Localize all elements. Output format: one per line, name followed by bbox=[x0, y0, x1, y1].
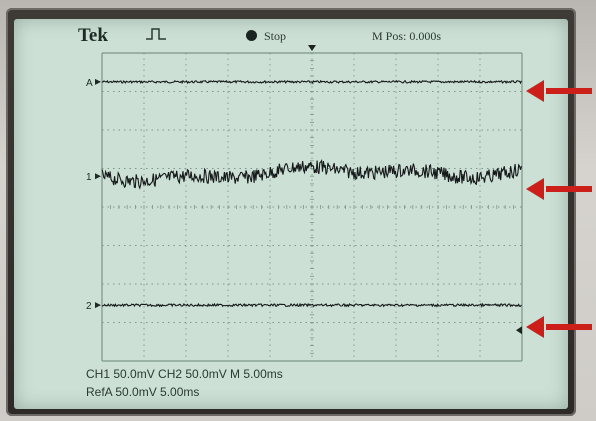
brand-logo: Tek bbox=[78, 25, 108, 46]
filled-circle-icon bbox=[246, 30, 257, 41]
run-state-indicator: Stop bbox=[246, 29, 286, 44]
pulse-trigger-icon bbox=[146, 27, 168, 45]
trigger-position-marker bbox=[308, 45, 316, 51]
ref-a-marker: A bbox=[86, 78, 93, 89]
channel-2-marker-arrow bbox=[95, 302, 101, 309]
red-arrow-pointer bbox=[526, 178, 592, 200]
reference-settings-readout: RefA 50.0mV 5.00ms bbox=[86, 385, 200, 399]
channel-settings-readout: CH1 50.0mV CH2 50.0mV M 5.00ms bbox=[86, 367, 283, 381]
ref-a-marker-arrow bbox=[95, 78, 101, 85]
channel-2-trace bbox=[101, 302, 522, 308]
red-arrow-pointer bbox=[526, 316, 592, 338]
channel-1-marker-arrow bbox=[95, 173, 101, 180]
oscilloscope-screen: A 1 2 Tek Stop M Pos: 0.000s CH1 50.0mV CH… bbox=[14, 19, 568, 409]
channel-1-marker: 1 bbox=[86, 172, 92, 183]
channel-2-marker: 2 bbox=[86, 301, 92, 312]
run-state-label: Stop bbox=[264, 29, 287, 43]
reference-a-trace bbox=[101, 79, 522, 85]
channel-1-trace bbox=[101, 159, 522, 190]
graticule-display: A 1 2 bbox=[86, 45, 523, 362]
horizontal-position-readout: M Pos: 0.000s bbox=[372, 29, 442, 43]
red-arrow-pointer bbox=[526, 80, 592, 102]
trigger-level-marker bbox=[516, 326, 522, 335]
